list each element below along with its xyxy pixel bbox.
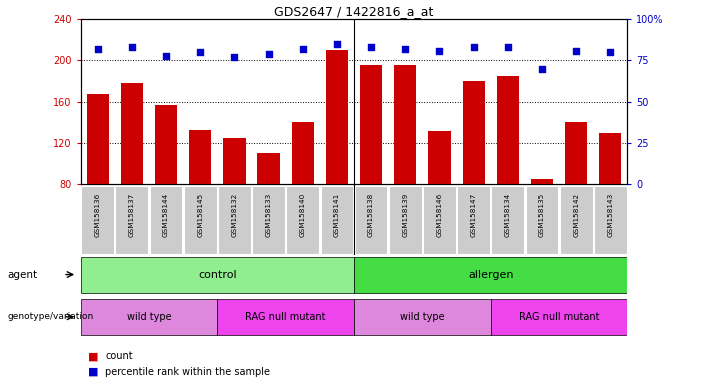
Bar	[87, 94, 109, 184]
Text: GSM158138: GSM158138	[368, 193, 374, 237]
Bar	[497, 76, 519, 184]
Text: agent: agent	[7, 270, 37, 280]
FancyBboxPatch shape	[81, 299, 217, 335]
Point	[468, 44, 479, 50]
FancyBboxPatch shape	[81, 257, 354, 293]
Point	[502, 44, 513, 50]
Point	[263, 51, 274, 57]
Text: RAG null mutant: RAG null mutant	[519, 312, 599, 322]
FancyBboxPatch shape	[559, 186, 592, 254]
Bar	[360, 65, 382, 184]
FancyBboxPatch shape	[116, 186, 149, 254]
Point	[434, 48, 445, 54]
Bar	[121, 83, 143, 184]
FancyBboxPatch shape	[286, 186, 319, 254]
FancyBboxPatch shape	[423, 186, 456, 254]
Text: GSM158137: GSM158137	[129, 193, 135, 237]
Text: GSM158146: GSM158146	[437, 193, 442, 237]
Text: ■: ■	[88, 351, 98, 361]
Text: control: control	[198, 270, 237, 280]
Text: GSM158135: GSM158135	[539, 193, 545, 237]
Title: GDS2647 / 1422816_a_at: GDS2647 / 1422816_a_at	[274, 5, 434, 18]
FancyBboxPatch shape	[355, 186, 388, 254]
FancyBboxPatch shape	[354, 257, 627, 293]
Text: GSM158132: GSM158132	[231, 193, 238, 237]
Bar	[224, 138, 245, 184]
Bar	[599, 133, 621, 184]
FancyBboxPatch shape	[320, 186, 353, 254]
FancyBboxPatch shape	[81, 186, 114, 254]
FancyBboxPatch shape	[389, 186, 422, 254]
Point	[400, 46, 411, 52]
Point	[297, 46, 308, 52]
Bar	[565, 122, 587, 184]
Text: percentile rank within the sample: percentile rank within the sample	[105, 367, 270, 377]
Bar	[292, 122, 314, 184]
Bar	[155, 105, 177, 184]
Text: genotype/variation: genotype/variation	[7, 312, 93, 321]
Text: count: count	[105, 351, 132, 361]
Text: GSM158145: GSM158145	[197, 193, 203, 237]
FancyBboxPatch shape	[491, 299, 627, 335]
FancyBboxPatch shape	[217, 299, 354, 335]
Point	[229, 54, 240, 60]
Text: GSM158144: GSM158144	[163, 193, 169, 237]
FancyBboxPatch shape	[149, 186, 182, 254]
Bar	[531, 179, 553, 184]
Text: GSM158136: GSM158136	[95, 193, 101, 237]
Point	[571, 48, 582, 54]
Text: wild type: wild type	[127, 312, 171, 322]
Point	[195, 49, 206, 55]
Bar	[463, 81, 484, 184]
Text: GSM158147: GSM158147	[470, 193, 477, 237]
Text: allergen: allergen	[468, 270, 513, 280]
Point	[92, 46, 103, 52]
Point	[126, 44, 137, 50]
Bar	[326, 50, 348, 184]
Point	[332, 41, 343, 47]
Text: GSM158143: GSM158143	[607, 193, 613, 237]
FancyBboxPatch shape	[491, 186, 524, 254]
FancyBboxPatch shape	[252, 186, 285, 254]
FancyBboxPatch shape	[218, 186, 251, 254]
Text: GSM158134: GSM158134	[505, 193, 511, 237]
Bar	[189, 130, 211, 184]
Text: GSM158142: GSM158142	[573, 193, 579, 237]
Point	[161, 53, 172, 59]
FancyBboxPatch shape	[184, 186, 217, 254]
FancyBboxPatch shape	[354, 299, 491, 335]
FancyBboxPatch shape	[526, 186, 559, 254]
Text: wild type: wild type	[400, 312, 444, 322]
Point	[536, 66, 547, 72]
Point	[365, 44, 376, 50]
FancyBboxPatch shape	[457, 186, 490, 254]
Text: GSM158140: GSM158140	[300, 193, 306, 237]
Bar	[257, 153, 280, 184]
Text: GSM158133: GSM158133	[266, 193, 271, 237]
FancyBboxPatch shape	[594, 186, 627, 254]
Bar	[428, 131, 451, 184]
Text: GSM158139: GSM158139	[402, 193, 408, 237]
Text: RAG null mutant: RAG null mutant	[245, 312, 326, 322]
Point	[605, 49, 616, 55]
Text: GSM158141: GSM158141	[334, 193, 340, 237]
Bar	[394, 65, 416, 184]
Text: ■: ■	[88, 367, 98, 377]
